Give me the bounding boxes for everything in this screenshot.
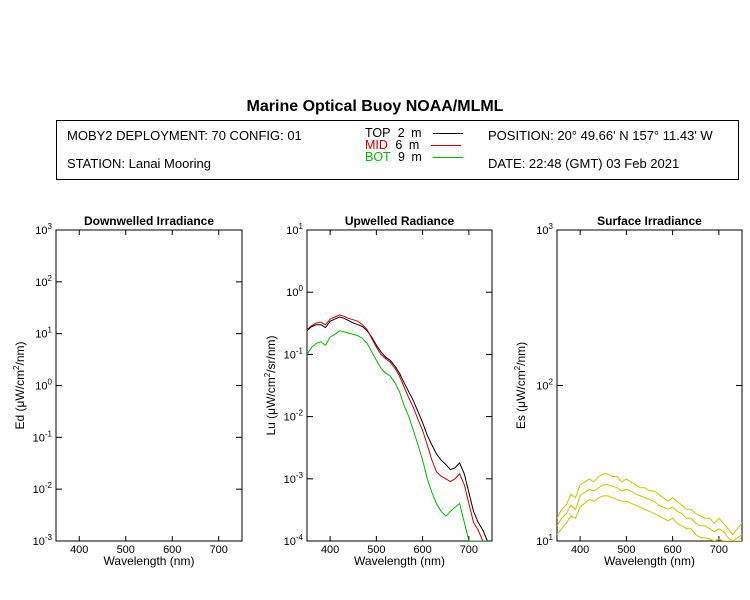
lu-xtick-label: 600	[413, 544, 431, 556]
depth-unit-mid: m	[408, 138, 420, 152]
lu-ytick-label: 10-3	[284, 471, 304, 486]
ed-xtick-label: 400	[70, 544, 88, 556]
lu-series-1	[307, 314, 488, 541]
lu-xtick-label: 700	[460, 544, 478, 556]
depth-legend-mid: MID 6 m	[365, 139, 461, 151]
ed-frame	[55, 229, 243, 542]
es-xtick-label: 600	[663, 544, 681, 556]
lu-ylabel: Lu (μW/cm2/sr/nm)	[263, 335, 278, 435]
deployment-info: MOBY2 DEPLOYMENT: 70 CONFIG: 01	[67, 128, 302, 143]
ed-xtick-label: 500	[117, 544, 135, 556]
date-info: DATE: 22:48 (GMT) 03 Feb 2021	[488, 156, 680, 171]
ed-title: Downwelled Irradiance	[84, 214, 214, 228]
ed-ytick-label: 100	[35, 378, 52, 393]
ed-xlabel: Wavelength (nm)	[104, 554, 195, 568]
es-ytick-label: 102	[536, 378, 553, 393]
depth-value-bot: 9	[397, 150, 405, 164]
es-ytick-label: 101	[536, 533, 553, 548]
es-ytick-label: 103	[536, 222, 553, 237]
lu-xtick-label: 400	[321, 544, 339, 556]
ed-ytick-label: 103	[35, 222, 52, 237]
depth-line-top	[433, 133, 464, 135]
ed-ylabel: Ed (μW/cm2/nm)	[12, 341, 27, 429]
es-plot: Surface Irradiance 400 500 600 700 101 102 103 W…	[513, 214, 743, 568]
depth-value-top: 2	[397, 126, 405, 140]
lu-ytick-label: 10-2	[284, 409, 304, 424]
depth-label-top: TOP	[365, 126, 391, 140]
depth-line-bot	[433, 157, 464, 159]
lu-ytick-label: 10-1	[284, 346, 304, 361]
es-xtick-label: 500	[617, 544, 635, 556]
es-series-0	[557, 473, 742, 536]
ed-ytick-label: 10-1	[33, 429, 53, 444]
depth-line-mid	[430, 145, 461, 147]
lu-ytick-label: 100	[286, 284, 303, 299]
ed-ytick-label: 10-3	[33, 533, 53, 548]
ed-ytick-label: 101	[35, 326, 52, 341]
es-xtick-label: 700	[710, 544, 728, 556]
station-info: STATION: Lanai Mooring	[67, 156, 212, 171]
lu-series-2	[307, 330, 488, 541]
es-ylabel: Es (μW/cm2/nm)	[513, 342, 528, 429]
depth-legend-bot: BOT 9 m	[365, 150, 464, 164]
lu-series-0	[307, 316, 488, 541]
es-xtick-label: 400	[571, 544, 589, 556]
ed-plot: Downwelled Irradiance 400 500 600 700 10-3 10-…	[12, 214, 243, 568]
es-series-1	[557, 484, 742, 541]
info-box: MOBY2 DEPLOYMENT: 70 CONFIG: 01 STATION:…	[56, 120, 739, 180]
position-info: POSITION: 20° 49.66' N 157° 11.43' W	[488, 128, 713, 143]
lu-ytick-label: 101	[286, 222, 303, 237]
lu-xtick-label: 500	[367, 544, 385, 556]
depth-label-bot: BOT	[365, 150, 391, 164]
es-xlabel: Wavelength (nm)	[604, 554, 695, 568]
depth-unit-bot: m	[411, 150, 422, 164]
lu-ytick-label: 10-4	[284, 533, 304, 548]
depth-label-mid: MID	[365, 138, 388, 152]
lu-plot: Upwelled Radiance 400 500 600 700 10-4 10-3 10-…	[263, 214, 493, 568]
es-title: Surface Irradiance	[597, 214, 702, 228]
lu-title: Upwelled Radiance	[345, 214, 455, 228]
lu-frame	[306, 229, 493, 542]
depth-value-mid: 6	[395, 138, 403, 152]
chart-title: Marine Optical Buoy NOAA/MLML	[246, 98, 504, 115]
depth-unit-top: m	[411, 126, 422, 140]
ed-ytick-label: 102	[35, 274, 52, 289]
es-series-2	[557, 495, 742, 541]
ed-xtick-label: 600	[163, 544, 181, 556]
lu-xlabel: Wavelength (nm)	[354, 554, 445, 568]
ed-ytick-label: 10-2	[33, 481, 53, 496]
ed-xtick-label: 700	[210, 544, 228, 556]
es-frame	[556, 229, 743, 542]
depth-legend-top: TOP 2 m	[365, 126, 464, 140]
